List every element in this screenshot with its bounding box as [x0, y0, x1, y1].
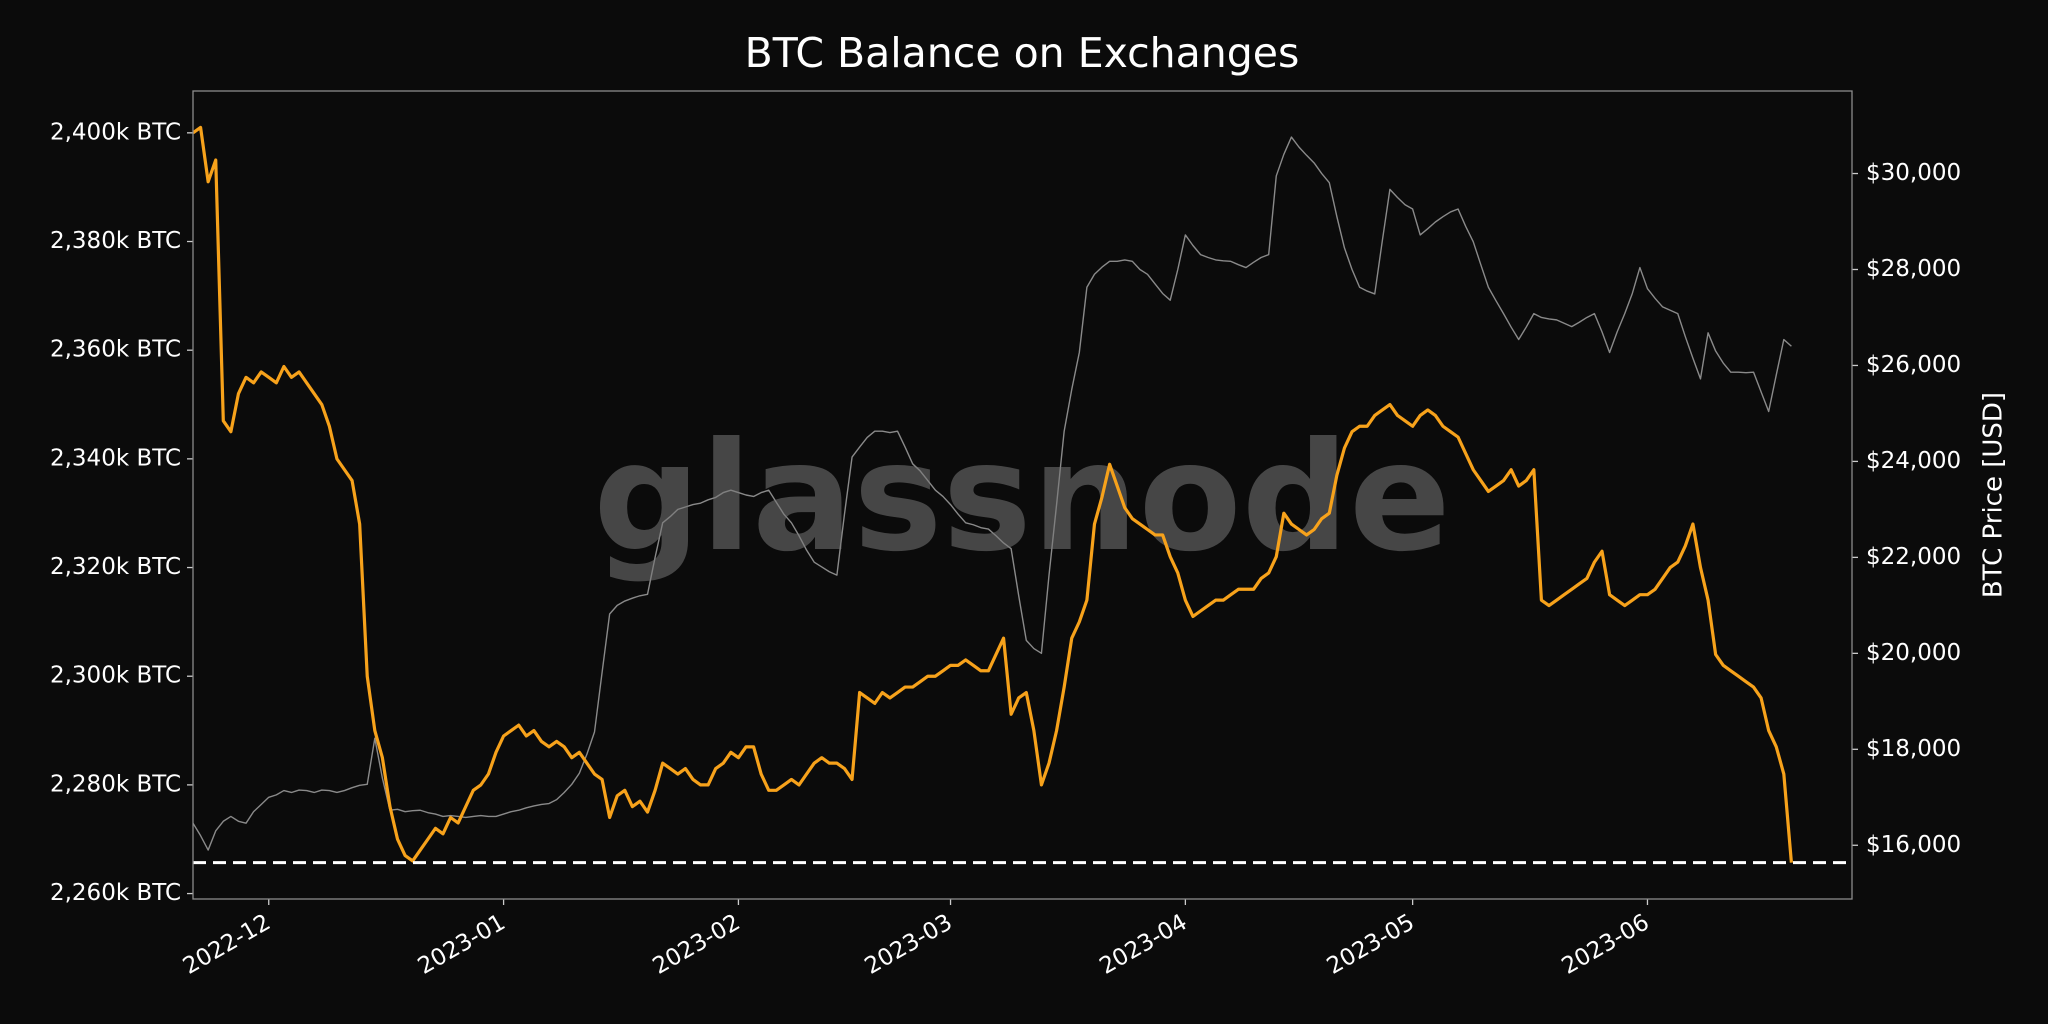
chart-title: BTC Balance on Exchanges [745, 29, 1300, 77]
y-tick-label: 2,340k BTC [50, 445, 181, 471]
y2-tick-label: $24,000 [1866, 448, 1961, 474]
y-tick-label: 2,360k BTC [50, 337, 181, 363]
y2-tick-label: $20,000 [1866, 640, 1961, 666]
y-tick-label: 2,380k BTC [50, 228, 181, 254]
y-tick-label: 2,280k BTC [50, 771, 181, 797]
y-tick-label: 2,400k BTC [50, 119, 181, 145]
plot-frame [192, 90, 1853, 900]
y2-tick-label: $28,000 [1866, 256, 1961, 282]
y2-tick-label: $22,000 [1866, 544, 1961, 570]
y2-tick-label: $16,000 [1866, 832, 1961, 858]
y2-axis-label: BTC Price [USD] [1979, 392, 2009, 598]
y-tick-label: 2,300k BTC [50, 663, 181, 689]
y-tick-label: 2,320k BTC [50, 554, 181, 580]
y2-tick-label: $30,000 [1866, 160, 1961, 186]
y-tick-label: 2,260k BTC [50, 880, 181, 906]
line-series [193, 125, 1793, 863]
y2-tick-label: $18,000 [1866, 736, 1961, 762]
watermark: glassnode [593, 411, 1451, 585]
y2-tick-label: $26,000 [1866, 352, 1961, 378]
